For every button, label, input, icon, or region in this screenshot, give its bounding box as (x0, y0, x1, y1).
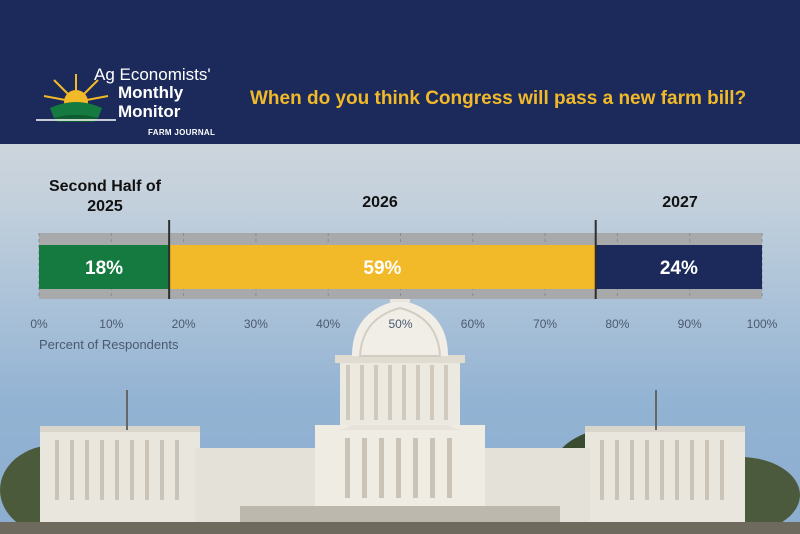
category-label-2025: Second Half of 2025 (40, 177, 170, 217)
monthly-monitor-logo: Ag Economists' Monthly Monitor FARM JOUR… (36, 62, 226, 144)
header-banner: Ag Economists' Monthly Monitor FARM JOUR… (0, 0, 800, 144)
x-tick-label: 0% (30, 317, 48, 331)
x-axis-label: Percent of Respondents (39, 337, 179, 352)
capitol-building-illustration (0, 276, 800, 534)
value-labels: 18% 59% 24% (85, 258, 698, 279)
segment-dividers (168, 220, 597, 299)
x-tick-label: 20% (172, 317, 196, 331)
bar-segment (595, 245, 762, 289)
value-label: 24% (660, 258, 698, 279)
chart-title: When do you think Congress will pass a n… (250, 88, 747, 109)
x-tick-label: 10% (99, 317, 123, 331)
category-label-2027: 2027 (600, 193, 760, 213)
sunrise-field-icon (36, 74, 116, 122)
category-label-line1: Second Half of (48, 178, 161, 195)
category-label-line2: 2027 (662, 194, 698, 211)
x-tick-label: 50% (388, 317, 412, 331)
x-tick-label: 60% (461, 317, 485, 331)
value-label: 59% (363, 258, 401, 279)
value-label: 18% (85, 258, 123, 279)
logo-title-line2: Monthly (118, 83, 184, 102)
x-axis-ticks: 0% 10% 20% 30% 40% 50% 60% 70% 80% 90% 100% (30, 317, 777, 331)
category-label-2026: 2026 (300, 193, 460, 213)
logo-title-line1: Ag Economists' (94, 65, 211, 84)
x-tick-label: 100% (747, 317, 778, 331)
x-tick-label: 70% (533, 317, 557, 331)
bar-segment (39, 245, 170, 289)
publisher-name: FARM JOURNAL (148, 128, 216, 137)
category-label-line2: 2025 (87, 198, 123, 215)
x-tick-label: 80% (605, 317, 629, 331)
x-tick-label: 40% (316, 317, 340, 331)
logo-title-line3: Monitor (118, 102, 181, 121)
x-tick-label: 90% (678, 317, 702, 331)
bar-segment (169, 245, 596, 289)
category-label-line2: 2026 (362, 194, 398, 211)
bar-segments (39, 245, 762, 289)
x-tick-label: 30% (244, 317, 268, 331)
